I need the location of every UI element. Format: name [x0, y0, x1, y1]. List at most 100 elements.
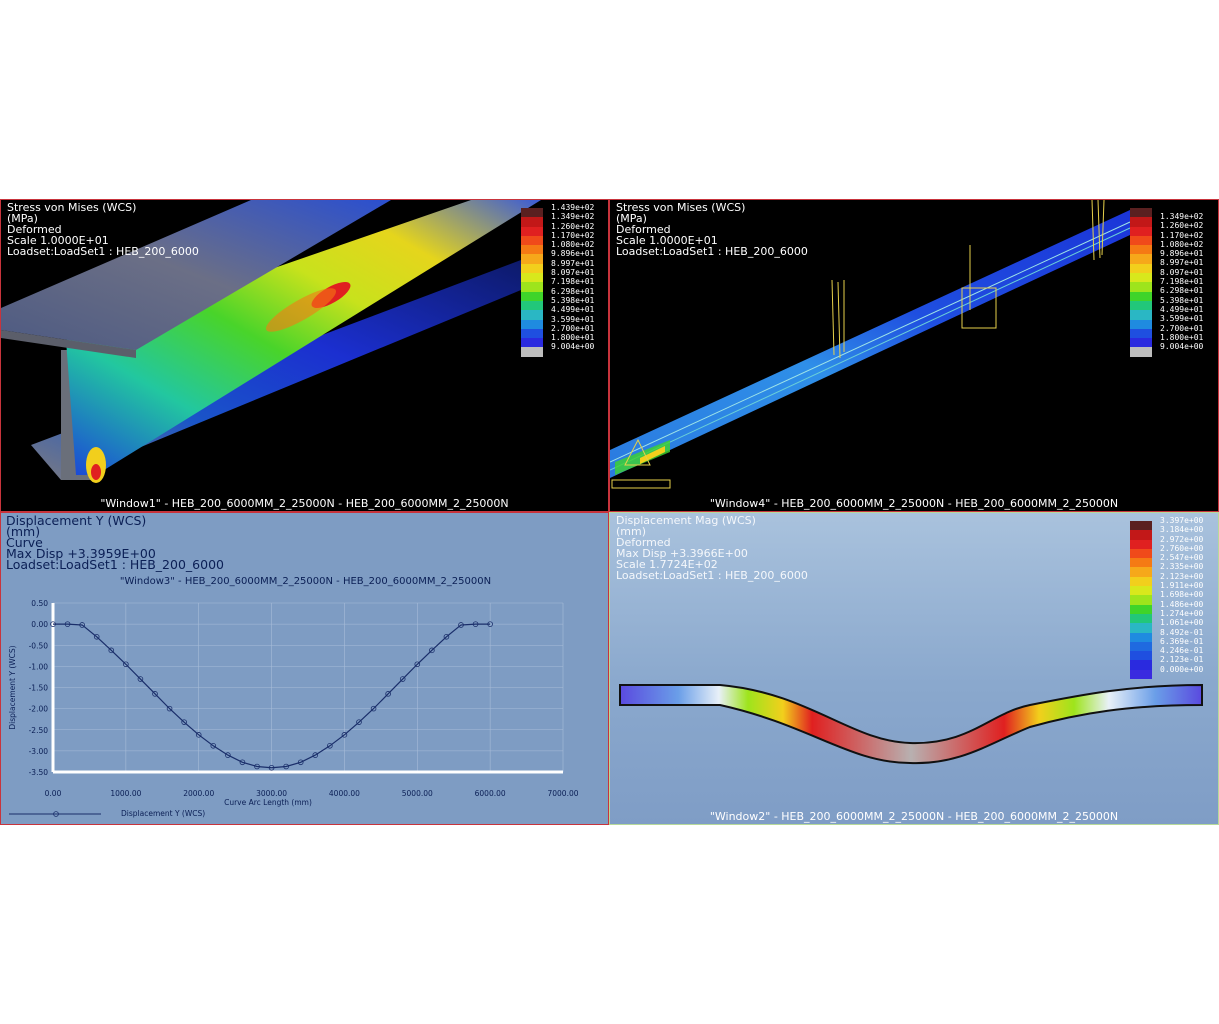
y-tick-label: -3.50	[29, 768, 49, 777]
data-point	[195, 732, 202, 738]
header-line: Max Disp +3.3959E+00	[6, 546, 156, 561]
plot-title: "Window3" - HEB_200_6000MM_2_25000N - HE…	[119, 576, 492, 587]
header-line: Deformed	[616, 536, 671, 549]
viewport-window3[interactable]: Displacement Y (WCS) (mm) Curve Max Disp…	[0, 512, 609, 825]
legend-value: 1.698e+00	[1160, 590, 1204, 600]
x-tick-label: 4000.00	[329, 789, 360, 798]
legend-value: 1.349e+02	[1160, 212, 1204, 221]
legend-value: 4.499e+01	[551, 305, 595, 315]
legend-swatch	[1130, 263, 1152, 274]
legend-value: 9.004e+00	[1160, 342, 1204, 352]
y-axis-label: Displacement Y (WCS)	[8, 645, 17, 729]
data-point	[370, 705, 377, 712]
legend-swatch	[521, 273, 543, 283]
legend-value: 3.184e+00	[1160, 525, 1204, 535]
header-line: Curve	[6, 535, 43, 550]
legend-swatch	[521, 226, 543, 236]
header-line: Displacement Y (WCS)	[6, 513, 147, 528]
header-line: Displacement Mag (WCS)	[616, 514, 756, 527]
header-line: Deformed	[7, 223, 62, 236]
legend-value: 7.198e+01	[551, 277, 595, 287]
y-tick-label: 0.50	[31, 599, 48, 608]
legend-value: 1.800e+01	[551, 333, 595, 343]
legend-labels: 1.349e+02 1.260e+02 1.170e+02 1.080e+02 9.89…	[1160, 212, 1203, 351]
legend-swatch	[1130, 539, 1152, 549]
legend-value: 1.439e+02	[551, 203, 595, 212]
legend-swatch	[1130, 576, 1152, 587]
color-legend	[521, 208, 543, 357]
header-line: Loadset:LoadSet1 : HEB_200_6000	[616, 245, 808, 258]
data-point	[239, 759, 246, 766]
legend-swatch	[1130, 328, 1152, 339]
legend-swatch	[521, 338, 543, 348]
header-line: Scale 1.0000E+01	[7, 234, 109, 247]
legend-value: 1.080e+02	[1160, 239, 1204, 249]
data-point	[487, 621, 493, 627]
legend-value: 1.061e+00	[1160, 618, 1204, 628]
legend-swatch	[521, 235, 543, 246]
y-tick-label: 0.00	[31, 620, 48, 629]
x-tick-label: 0.00	[45, 789, 62, 798]
legend-value: 2.972e+00	[1160, 534, 1204, 544]
header-line: Scale 1.0000E+01	[616, 234, 718, 247]
legend-swatch	[521, 263, 543, 274]
data-point	[123, 661, 129, 668]
y-tick-label: -2.50	[29, 726, 49, 735]
legend-swatch	[1130, 660, 1152, 670]
data-point	[79, 622, 85, 628]
data-point	[312, 752, 319, 758]
legend-swatch	[1130, 347, 1152, 357]
legend-swatch	[1130, 521, 1152, 531]
legend-value: 9.004e+00	[551, 342, 595, 352]
legend-swatch	[1130, 291, 1152, 301]
legend-value: 1.260e+02	[551, 221, 595, 231]
data-point	[443, 634, 450, 640]
legend-swatch	[521, 319, 543, 329]
legend-value: 3.599e+01	[551, 314, 595, 324]
legend-swatch	[1130, 208, 1152, 218]
legend-value: 6.369e-01	[1160, 636, 1204, 646]
legend-value: 5.398e+01	[551, 295, 595, 305]
window-caption: "Window1" - HEB_200_6000MM_2_25000N - HE…	[100, 497, 509, 510]
legend-value: 4.499e+01	[1160, 304, 1204, 314]
legend-value: 9.896e+01	[551, 249, 595, 259]
viewport-window1[interactable]: Stress von Mises (WCS) (MPa) Deformed Sc…	[0, 199, 609, 512]
legend-swatch	[1130, 217, 1152, 227]
legend-value: 8.492e-01	[1160, 627, 1204, 637]
beam-full-render	[610, 200, 1131, 489]
legend-swatch	[1130, 226, 1152, 236]
legend-value: 1.170e+02	[1160, 230, 1204, 240]
legend-swatch	[1130, 604, 1152, 614]
legend-swatch	[1130, 632, 1152, 642]
legend-value: 1.170e+02	[551, 230, 595, 240]
header-line: Stress von Mises (WCS)	[616, 201, 746, 214]
legend-swatch	[521, 310, 543, 320]
legend-value: 1.911e+00	[1160, 581, 1204, 591]
window-caption: "Window4" - HEB_200_6000MM_2_25000N - HE…	[709, 497, 1119, 510]
legend-series-label: Displacement Y (WCS)	[121, 809, 205, 818]
result-header: Stress von Mises (WCS) (MPa) Deformed Sc…	[616, 202, 808, 257]
legend-swatch	[521, 282, 543, 292]
legend-swatch	[1130, 669, 1152, 680]
legend-value: 0.000e+00	[1160, 664, 1204, 674]
viewport-window4[interactable]: Stress von Mises (WCS) (MPa) Deformed Sc…	[609, 199, 1219, 512]
legend-swatch	[521, 245, 543, 255]
data-point	[152, 691, 158, 697]
legend-swatch	[1130, 338, 1152, 348]
result-header: Stress von Mises (WCS) (MPa) Deformed Sc…	[7, 202, 199, 257]
legend-swatch	[1130, 595, 1152, 605]
data-point	[166, 705, 173, 712]
x-tick-label: 3000.00	[256, 789, 287, 798]
viewport-window2[interactable]: Displacement Mag (WCS) (mm) Deformed Max…	[609, 512, 1219, 825]
data-point	[210, 743, 217, 749]
x-tick-label: 2000.00	[183, 789, 214, 798]
header-line: (mm)	[6, 524, 41, 539]
result-header: Displacement Y (WCS) (mm) Curve Max Disp…	[6, 513, 224, 571]
legend-swatch	[521, 300, 543, 311]
result-header: Displacement Mag (WCS) (mm) Deformed Max…	[616, 515, 808, 581]
legend-swatch	[1130, 273, 1152, 283]
legend-value: 1.080e+02	[551, 240, 595, 250]
deformed-beam-render	[619, 683, 1203, 765]
header-line: (MPa)	[616, 212, 647, 225]
legend-value: 2.123e-01	[1160, 655, 1204, 665]
